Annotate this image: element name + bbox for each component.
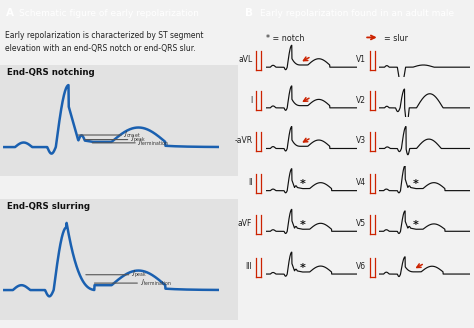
Text: A: A	[6, 9, 14, 18]
Text: *: *	[413, 179, 419, 189]
Text: -aVR: -aVR	[234, 136, 252, 145]
Text: Early repolarization found in an adult male: Early repolarization found in an adult m…	[260, 9, 455, 18]
Text: III: III	[246, 262, 252, 271]
Text: V6: V6	[356, 262, 365, 271]
Text: V4: V4	[356, 178, 365, 187]
Text: End-QRS notching: End-QRS notching	[7, 68, 95, 76]
Text: $J_\mathrm{peak}$: $J_\mathrm{peak}$	[131, 269, 147, 280]
Text: $J_\mathrm{onset}$: $J_\mathrm{onset}$	[123, 130, 141, 140]
Text: End-QRS slurring: End-QRS slurring	[7, 201, 90, 211]
Text: * = notch: * = notch	[266, 34, 305, 43]
Text: *: *	[300, 263, 305, 273]
Text: II: II	[248, 178, 252, 187]
Text: V3: V3	[356, 136, 365, 145]
Text: $J_\mathrm{termination}$: $J_\mathrm{termination}$	[137, 138, 169, 148]
Text: B: B	[245, 9, 253, 18]
Text: Early repolarization is characterized by ST segment
elevation with an end-QRS no: Early repolarization is characterized by…	[5, 31, 203, 53]
Text: V5: V5	[356, 219, 365, 228]
Text: $J_\mathrm{peak}$: $J_\mathrm{peak}$	[130, 134, 146, 145]
Text: V1: V1	[356, 55, 365, 64]
Text: aVL: aVL	[238, 55, 252, 64]
Text: V2: V2	[356, 95, 365, 105]
Bar	[0, 198, 238, 320]
Text: Schematic figure of early repolarization: Schematic figure of early repolarization	[19, 9, 199, 18]
Text: aVF: aVF	[238, 219, 252, 228]
Bar	[0, 65, 238, 176]
Text: *: *	[300, 179, 305, 189]
Text: I: I	[250, 95, 252, 105]
Text: *: *	[300, 220, 305, 230]
Text: *: *	[413, 220, 419, 230]
Text: = slur: = slur	[384, 34, 408, 43]
Text: $J_\mathrm{termination}$: $J_\mathrm{termination}$	[139, 278, 171, 288]
